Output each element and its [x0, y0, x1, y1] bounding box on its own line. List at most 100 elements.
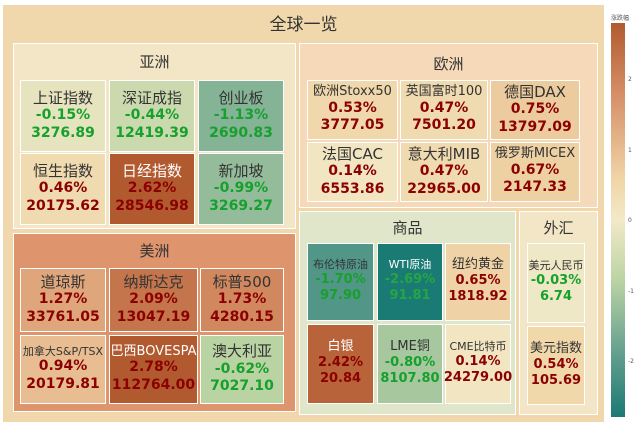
tile-4-1[interactable]: 美元指数 0.54% 105.69 [527, 326, 585, 405]
tile-name: 意大利MIB [407, 144, 481, 163]
tile-change: -2.69% [384, 272, 436, 288]
colorbar-tick: 0 [628, 217, 632, 224]
tile-change: -0.80% [384, 355, 436, 371]
tile-name: 深证成指 [121, 88, 182, 107]
tile-value: 8107.80 [380, 371, 440, 387]
tile-change: -1.70% [315, 272, 366, 288]
tile-change: -0.03% [530, 273, 582, 289]
tile-name: 日经指数 [121, 161, 182, 180]
chart-title: 全球一览 [269, 15, 338, 35]
tile-name: 上证指数 [32, 88, 93, 107]
tile-value: 7027.10 [210, 378, 274, 395]
tile-change: 0.67% [510, 161, 560, 178]
colorbar-tick: 2 [628, 76, 632, 83]
tile-2-4[interactable]: 巴西BOVESPA 2.78% 112764.00 [109, 335, 198, 404]
tile-change: 0.94% [38, 358, 88, 375]
tile-change: 0.65% [455, 273, 501, 289]
tile-name: 布伦特原油 [313, 258, 368, 272]
tile-name: 巴西BOVESPA [110, 343, 197, 359]
tile-name: 新加坡 [218, 161, 264, 180]
tile-value: 13047.19 [116, 308, 191, 325]
tile-value: 28546.98 [115, 197, 189, 214]
tile-3-5[interactable]: CME比特币 0.14% 24279.00 [443, 324, 513, 404]
tile-2-1[interactable]: 纳斯达克 2.09% 13047.19 [109, 268, 198, 332]
tile-change: 1.73% [217, 291, 267, 308]
tile-0-2[interactable]: 创业板 -1.13% 2690.83 [198, 80, 284, 152]
tile-change: 0.14% [328, 163, 377, 180]
group-title: 外汇 [543, 219, 574, 237]
colorbar-tick: 1 [628, 147, 632, 154]
colorbar [611, 23, 625, 417]
tile-change: 2.42% [317, 355, 364, 371]
group-title: 欧洲 [433, 55, 464, 73]
tile-change: 0.47% [419, 163, 469, 180]
tile-1-5[interactable]: 俄罗斯MICEX 0.67% 2147.33 [490, 142, 580, 202]
tile-1-2[interactable]: 德国DAX 0.75% 13797.09 [490, 80, 580, 140]
tile-name: CME比特币 [449, 340, 507, 354]
tile-0-3[interactable]: 恒生指数 0.46% 20175.62 [20, 153, 106, 225]
tile-value: 4280.15 [210, 308, 274, 325]
tile-value: 1818.92 [448, 289, 508, 305]
tile-3-0[interactable]: 布伦特原油 -1.70% 97.90 [307, 243, 374, 321]
tile-0-1[interactable]: 深证成指 -0.44% 12419.39 [109, 80, 195, 152]
tile-change: 0.53% [328, 99, 377, 116]
group-title: 美洲 [139, 242, 170, 260]
tile-change: 0.75% [510, 101, 560, 118]
tile-value: 20175.62 [26, 197, 100, 214]
tile-value: 105.69 [530, 372, 582, 388]
tile-name: 美元指数 [529, 340, 582, 356]
tile-change: -0.44% [124, 107, 180, 124]
tile-value: 24279.00 [443, 370, 513, 386]
tile-3-3[interactable]: 白银 2.42% 20.84 [307, 324, 374, 404]
tile-change: 2.78% [129, 359, 178, 376]
tile-0-5[interactable]: 新加坡 -0.99% 3269.27 [198, 153, 284, 225]
tile-1-4[interactable]: 意大利MIB 0.47% 22965.00 [400, 142, 488, 202]
tile-change: 0.14% [455, 354, 501, 370]
tile-value: 3777.05 [320, 117, 385, 134]
tile-value: 112764.00 [111, 376, 196, 393]
tile-name: 纳斯达克 [123, 272, 184, 291]
tile-1-1[interactable]: 英国富时100 0.47% 7501.20 [400, 80, 488, 140]
tile-change: 2.09% [129, 291, 178, 308]
tile-value: 12419.39 [115, 124, 189, 141]
tile-value: 6553.86 [320, 180, 385, 197]
tile-name: 道琼斯 [40, 272, 86, 291]
tile-2-0[interactable]: 道琼斯 1.27% 33761.05 [20, 268, 106, 332]
tile-change: -0.62% [214, 360, 270, 377]
tile-3-1[interactable]: WTI原油 -2.69% 91.81 [377, 243, 443, 321]
tile-change: -1.13% [213, 107, 269, 124]
tile-change: -0.15% [35, 107, 91, 124]
tile-value: 7501.20 [412, 117, 476, 134]
tile-name: 加拿大S&P/TSX [22, 344, 104, 358]
tile-2-5[interactable]: 澳大利亚 -0.62% 7027.10 [200, 335, 284, 404]
tile-value: 20179.81 [26, 375, 100, 392]
tile-4-0[interactable]: 美元人民币 -0.03% 6.74 [527, 243, 585, 323]
tile-change: 1.27% [38, 291, 88, 308]
tile-value: 6.74 [539, 289, 573, 305]
tile-0-4[interactable]: 日经指数 2.62% 28546.98 [109, 153, 195, 225]
tile-1-0[interactable]: 欧洲Stoxx50 0.53% 3777.05 [307, 80, 398, 140]
tile-name: 恒生指数 [32, 161, 93, 180]
tile-name: 创业板 [218, 88, 264, 107]
tile-name: 白银 [327, 339, 354, 355]
tile-value: 20.84 [319, 371, 362, 387]
tile-name: 美元人民币 [528, 259, 584, 273]
tile-2-2[interactable]: 标普500 1.73% 4280.15 [200, 268, 284, 332]
tile-name: 俄罗斯MICEX [494, 146, 576, 162]
tile-name: LME铜 [390, 339, 430, 355]
tile-1-3[interactable]: 法国CAC 0.14% 6553.86 [307, 142, 398, 202]
tile-change: 0.54% [533, 356, 579, 372]
tile-3-2[interactable]: 纽约黄金 0.65% 1818.92 [445, 243, 511, 321]
tile-0-0[interactable]: 上证指数 -0.15% 3276.89 [20, 80, 106, 152]
tile-value: 2147.33 [503, 179, 567, 196]
tile-3-4[interactable]: LME铜 -0.80% 8107.80 [377, 324, 443, 404]
tile-name: 纽约黄金 [451, 257, 504, 273]
tile-name: 法国CAC [322, 144, 383, 163]
tile-name: 欧洲Stoxx50 [313, 84, 392, 100]
tile-value: 13797.09 [498, 118, 572, 135]
group-title: 商品 [392, 219, 423, 237]
tile-value: 3269.27 [209, 197, 273, 214]
tile-2-3[interactable]: 加拿大S&P/TSX 0.94% 20179.81 [20, 335, 106, 404]
tile-name: 澳大利亚 [211, 342, 272, 361]
